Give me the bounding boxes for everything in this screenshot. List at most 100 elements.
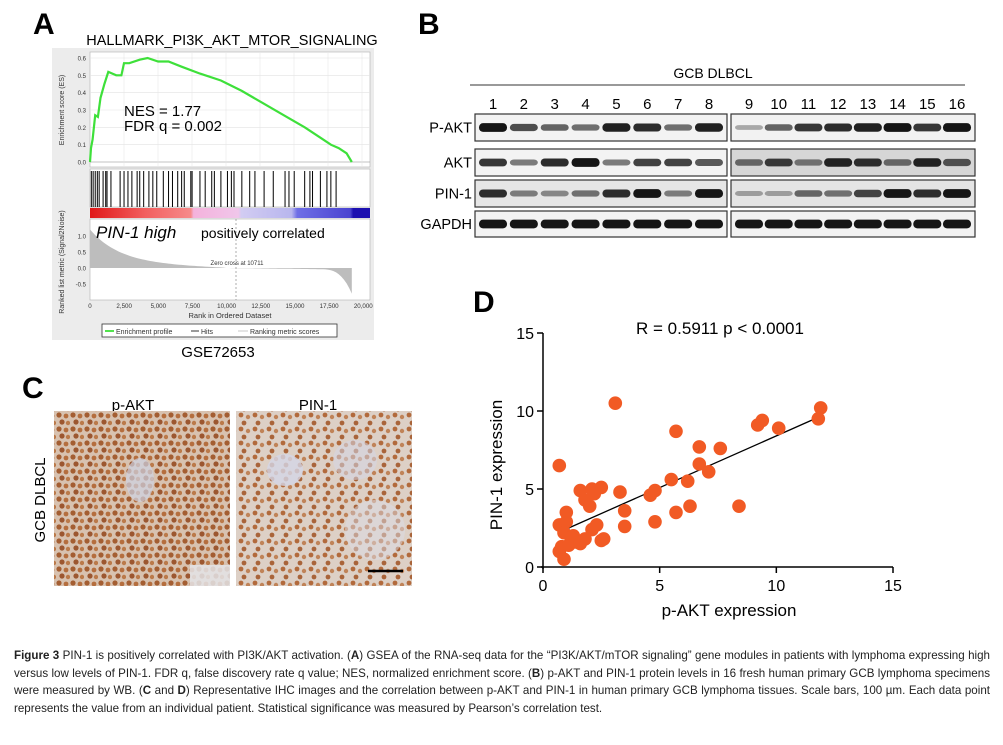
caption-text: and <box>151 684 178 698</box>
phenotype-italic: PIN-1 high <box>96 223 176 242</box>
blot-row-label: GAPDH <box>420 217 472 233</box>
blot-band <box>824 123 853 132</box>
es-tick-labels: 0.6 0.5 0.4 0.3 0.2 0.1 0.0 <box>78 57 87 167</box>
blot-band <box>664 190 693 197</box>
lane-label: 15 <box>919 96 936 113</box>
western-blot: GCB DLBCL 1 2 3 4 5 6 7 8 9 10 11 12 13 14 15 16 P-AKTA… <box>420 65 976 238</box>
rank-tick-label: 15,000 <box>286 303 305 310</box>
legend-metric-label: Ranking metric scores <box>250 329 320 336</box>
data-point <box>732 499 746 513</box>
data-point <box>701 465 716 479</box>
blot-band <box>479 219 507 229</box>
blot-band <box>883 189 912 198</box>
blot-band <box>695 219 723 229</box>
fit-line-group <box>568 416 819 529</box>
rank-tick-label: 12,500 <box>251 303 270 310</box>
lane-label: 2 <box>520 96 528 113</box>
blot-row-akt: AKT <box>444 148 976 177</box>
metric-tick-label: 0.5 <box>78 251 87 257</box>
blot-band <box>602 219 631 229</box>
es-tick-label: 0.0 <box>78 161 87 167</box>
blot-band <box>913 219 942 229</box>
legend-hits-label: Hits <box>201 329 214 336</box>
lane-label: 11 <box>801 96 817 113</box>
es-grid <box>90 52 370 167</box>
blot-band <box>633 158 662 167</box>
data-point <box>771 421 786 435</box>
blot-band <box>824 158 853 167</box>
lane-label: 9 <box>745 96 753 113</box>
caption-text: ) GSEA of the RNA-seq data for the “PI3K… <box>14 649 991 680</box>
y-tick-label: 0 <box>525 560 534 577</box>
figure-caption: Figure 3 PIN-1 is positively correlated … <box>14 647 990 717</box>
data-point <box>664 472 679 487</box>
es-tick-label: 0.2 <box>78 126 87 132</box>
lane-label: 3 <box>551 96 559 113</box>
lane-label: 5 <box>612 96 620 113</box>
dataset-label: GSE72653 <box>181 344 254 361</box>
caption-panel-ref: B <box>531 666 541 680</box>
data-point <box>648 483 662 498</box>
rank-tick-label: 5,000 <box>151 303 167 310</box>
blot-band <box>764 158 793 167</box>
blot-band <box>883 159 912 166</box>
data-point <box>680 474 695 488</box>
y-tick-label: 15 <box>516 326 534 343</box>
blot-row-gapdh: GAPDH <box>420 210 976 238</box>
rank-tick-label: 0 <box>88 303 92 310</box>
blot-band <box>764 124 793 131</box>
data-point <box>811 412 826 426</box>
rank-tick-label: 20,000 <box>354 303 373 310</box>
caption-text: ) p-AKT and PIN-1 protein levels in 16 f… <box>14 666 990 698</box>
data-point <box>813 401 828 415</box>
caption-panel-ref: A <box>350 649 360 662</box>
blot-band <box>695 159 723 166</box>
ranking-metric-area <box>90 229 352 294</box>
blot-band <box>794 123 823 132</box>
rank-tick-label: 7,500 <box>185 303 201 310</box>
metric-tick-labels: 1.0 0.5 0.0 -0.5 <box>76 235 87 289</box>
blot-band <box>664 124 693 131</box>
zero-cross-label: Zero cross at 10711 <box>211 261 265 267</box>
data-point <box>557 552 571 566</box>
blot-band <box>509 190 538 197</box>
blot-band <box>735 190 763 197</box>
es-axis-label: Enrichment score (ES) <box>59 75 66 145</box>
ihc-col-label-pakt: p-AKT <box>112 397 155 414</box>
blot-band <box>735 219 763 229</box>
data-point <box>669 505 683 520</box>
blot-group-label: GCB DLBCL <box>673 65 753 81</box>
data-point <box>617 519 632 534</box>
panel-a-letter: A <box>33 8 55 41</box>
blot-band <box>735 159 763 166</box>
data-point <box>559 505 574 520</box>
hit-lines <box>90 171 337 207</box>
data-point <box>617 504 632 518</box>
lane-label: 6 <box>643 96 651 113</box>
blot-row-label: PIN-1 <box>435 187 472 203</box>
rank-tick-labels: 0 2,500 5,000 7,500 10,000 12,500 15,000 17,500… <box>88 303 373 310</box>
data-point <box>589 518 604 532</box>
blot-band <box>571 219 600 229</box>
blot-band <box>695 123 723 132</box>
blot-band <box>913 158 942 167</box>
blot-band <box>913 123 942 132</box>
blot-band <box>602 159 631 166</box>
rank-axis-label: Rank in Ordered Dataset <box>189 311 273 320</box>
nes-label: NES = 1.77 <box>124 103 201 120</box>
data-point <box>692 440 707 454</box>
x-tick-label: 15 <box>884 578 902 595</box>
blot-band <box>943 189 971 198</box>
data-point <box>608 396 623 410</box>
blot-band <box>602 123 631 132</box>
ihc-panel: p-AKT PIN-1 GCB DLBCL <box>32 397 412 586</box>
figure-label: Figure 3 <box>14 649 60 662</box>
caption-panel-ref: C <box>142 684 152 698</box>
blot-band <box>853 189 882 198</box>
x-tick-label: 5 <box>655 578 664 595</box>
blot-row-pin-1: PIN-1 <box>435 179 976 208</box>
data-point <box>613 485 627 499</box>
blot-row-p-akt: P-AKT <box>429 113 976 142</box>
blot-band <box>883 219 912 229</box>
chart-axes: 0 5 10 15 0 5 10 15 <box>516 326 902 595</box>
